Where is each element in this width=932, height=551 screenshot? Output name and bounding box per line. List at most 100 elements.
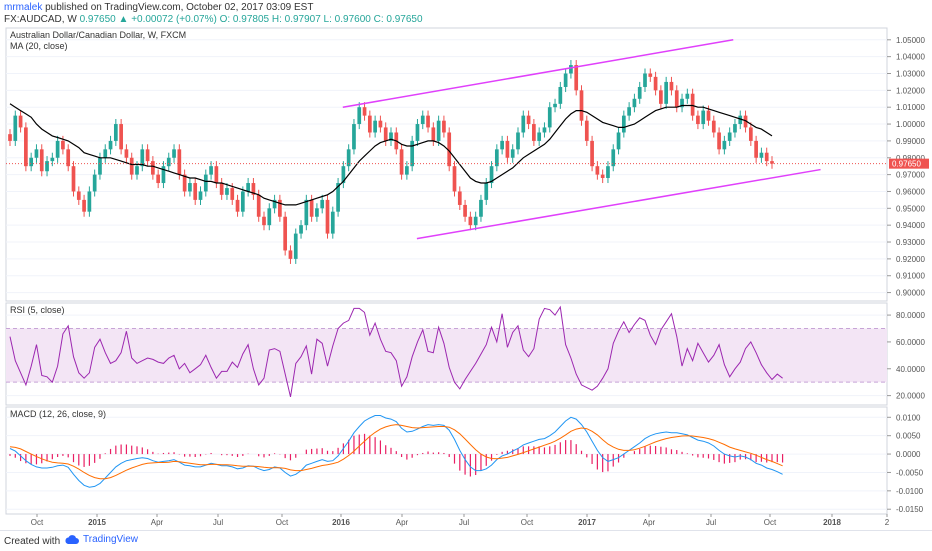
candle-body (172, 149, 176, 158)
up-arrow-icon: ▲ (118, 14, 129, 25)
candle-body (135, 166, 139, 175)
chart-header: mrmalek published on TradingView.com, Oc… (0, 0, 932, 26)
ma-line (9, 103, 773, 206)
candle-body (66, 149, 71, 167)
created-with-label: Created with (4, 536, 61, 547)
candle-body (278, 199, 282, 217)
y-tick-label: 1.00000 (896, 120, 925, 129)
candle-body (590, 140, 594, 167)
candle-body (754, 140, 758, 158)
x-tick-label: Apr (151, 518, 164, 527)
candle-body (526, 115, 531, 125)
candle-body (267, 208, 272, 226)
candle-body (664, 81, 669, 104)
candle-body (532, 124, 536, 141)
candle-body (288, 250, 293, 259)
rsi-pane[interactable]: 20.0000 40.0000 60.0000 80.0000 RSI (5, clos… (5, 302, 925, 406)
candle-body (34, 149, 39, 158)
candle-body (696, 115, 700, 125)
candle-body (722, 140, 727, 150)
candle-body (246, 183, 250, 192)
y-tick-label: 0.0000 (896, 450, 921, 459)
candle-body (103, 149, 108, 158)
y-tick-label: 0.91000 (896, 272, 925, 281)
candle-body (643, 73, 647, 87)
candle-body (431, 127, 436, 141)
brand-label: TradingView (83, 534, 139, 545)
publish-line: mrmalek published on TradingView.com, Oc… (4, 2, 313, 13)
x-tick-label: Oct (31, 518, 44, 527)
candle-body (39, 149, 44, 172)
y-tick-label: 0.98000 (896, 154, 925, 163)
candle-body (87, 191, 92, 212)
signal-line (9, 424, 783, 480)
candle-body (701, 110, 706, 125)
ohlc-values: O: 0.97805 H: 0.97907 L: 0.97600 C: 0.97… (219, 14, 423, 25)
candle-body (330, 211, 335, 234)
candle-body (537, 132, 542, 141)
chart-area[interactable]: 0.90000 0.91000 0.92000 0.93000 0.94000 0.950… (0, 0, 932, 530)
macd-pane[interactable]: -0.0150 -0.0100 -0.0050 0.0000 0.0050 0.0100 M… (5, 406, 924, 515)
x-tick-label: Oct (764, 518, 777, 527)
candle-body (426, 115, 430, 128)
candle-body (346, 149, 351, 167)
y-tick-label: 60.0000 (896, 338, 925, 347)
candle-body (50, 157, 55, 162)
y-tick-label: -0.0100 (896, 487, 924, 496)
candle-body (182, 174, 187, 192)
candle-body (468, 216, 473, 226)
candle-body (764, 152, 769, 162)
candle-body (61, 140, 65, 150)
time-axis[interactable]: Oct 2015 Apr Jul Oct 2016 Apr Jul Oct 2017 Apr Jul O… (6, 513, 890, 527)
candle-body (436, 120, 441, 141)
x-tick-label: Oct (276, 518, 289, 527)
y-tick-label: 0.96000 (896, 187, 925, 196)
candle-body (203, 174, 208, 192)
candle-body (209, 166, 213, 175)
candle-body (113, 124, 118, 141)
candle-body (124, 149, 129, 158)
candle-body (18, 115, 23, 128)
last-price-tag (889, 158, 929, 169)
candle-body (711, 120, 716, 133)
candle-body (600, 174, 605, 178)
candle-body (415, 124, 420, 141)
candle-body (166, 157, 171, 167)
last-price: 0.97650 (79, 14, 116, 25)
x-tick-label: Jul (213, 518, 223, 527)
candle-body (611, 149, 616, 167)
x-tick-label: Oct (521, 518, 534, 527)
tradingview-brand[interactable]: TradingView (64, 534, 138, 545)
candle-body (140, 149, 145, 167)
candle-body (500, 140, 504, 150)
candle-body (479, 199, 483, 217)
x-tick-label: 2017 (578, 518, 596, 527)
cloud-icon (65, 534, 79, 544)
y-tick-label: 0.95000 (896, 204, 925, 213)
candle-body (405, 166, 409, 175)
candle-body (24, 127, 28, 167)
candle-body (304, 199, 309, 226)
candle-body (748, 127, 753, 141)
candle-body (193, 183, 198, 200)
candle-body (399, 149, 404, 175)
candle-body (29, 157, 34, 167)
x-tick-label: Jul (706, 518, 716, 527)
candle-body (510, 149, 515, 158)
x-tick-label: 2016 (332, 518, 350, 527)
y-tick-label: 1.05000 (896, 36, 925, 45)
candle-body (516, 132, 520, 150)
price-pane[interactable]: 0.90000 0.91000 0.92000 0.93000 0.94000 0.950… (5, 27, 929, 302)
candle-body (389, 132, 393, 141)
y-tick-label: -0.0150 (896, 505, 924, 514)
macd-line (9, 415, 783, 488)
candle-body (542, 127, 547, 133)
candle-body (272, 199, 277, 209)
y-tick-label: 0.92000 (896, 255, 925, 264)
candle-body (325, 199, 330, 234)
publish-info: published on TradingView.com, October 02… (45, 2, 314, 13)
candle-body (341, 166, 346, 184)
author-link[interactable]: mrmalek (4, 2, 43, 13)
pane-title: RSI (5, close) (10, 305, 65, 315)
y-tick-label: 40.0000 (896, 365, 925, 374)
